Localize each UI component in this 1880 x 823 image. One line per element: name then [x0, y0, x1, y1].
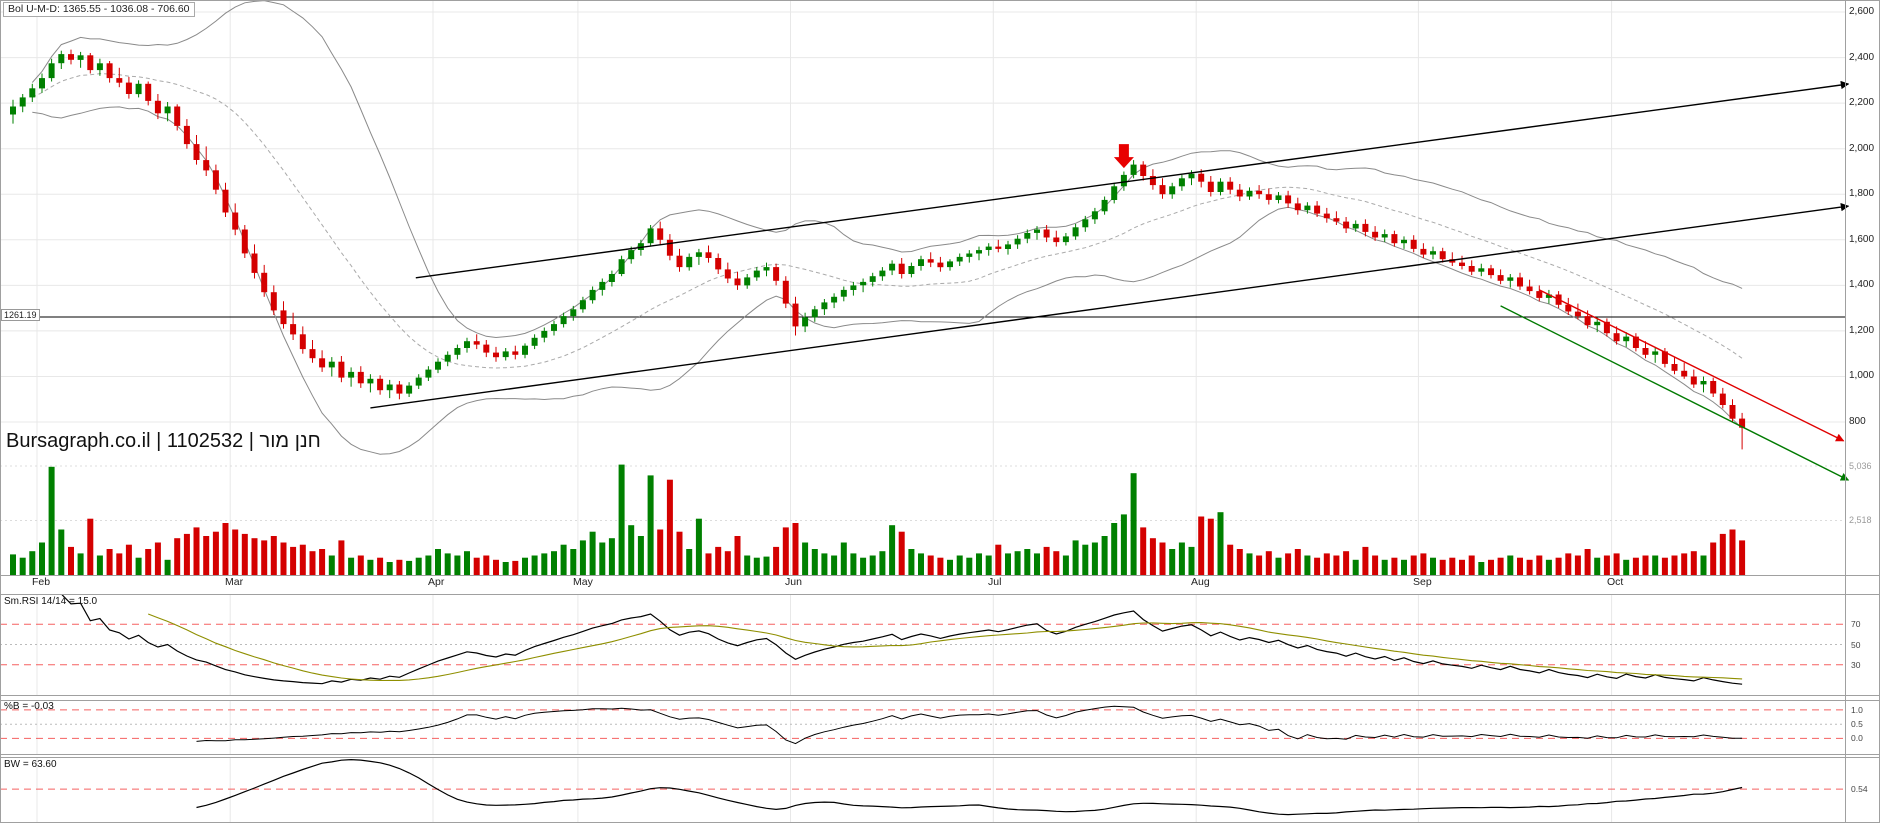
month-label: Mar	[225, 576, 244, 588]
watermark-title: Bursagraph.co.il | 1102532 | חנן מור	[6, 430, 321, 452]
month-label: Oct	[1607, 576, 1624, 588]
price-axis-label: 1,000	[1849, 370, 1875, 381]
percent-b-axis-label: 1.0	[1851, 705, 1863, 715]
volume-axis-label: 2,518	[1849, 515, 1872, 525]
rsi-axis-label: 70	[1851, 619, 1861, 629]
month-label: Jul	[988, 576, 1002, 588]
price-axis-label: 1,200	[1849, 325, 1875, 336]
bw-label: BW = 63.60	[4, 759, 57, 770]
bollinger-values-label: Bol U-M-D: 1365.55 - 1036.08 - 706.60	[3, 2, 195, 17]
month-label: May	[573, 576, 593, 588]
price-axis-label: 2,400	[1849, 52, 1875, 63]
hline-value-label: 1261.19	[1, 309, 40, 321]
price-axis-label: 2,000	[1849, 143, 1875, 154]
rsi-axis-label: 30	[1851, 660, 1861, 670]
volume-axis-label: 5,036	[1849, 461, 1872, 471]
rsi-axis-label: 50	[1851, 640, 1861, 650]
price-axis-label: 800	[1849, 416, 1866, 427]
percent-b-axis-label: 0.0	[1851, 733, 1863, 743]
month-label: Feb	[32, 576, 51, 588]
price-axis-label: 2,600	[1849, 6, 1875, 17]
month-label: Sep	[1413, 576, 1432, 588]
bw-axis-label: 0.54	[1851, 784, 1868, 794]
price-axis-label: 1,800	[1849, 188, 1875, 199]
rsi-label: Sm.RSI 14/14 = 15.0	[4, 596, 98, 607]
percent-b-label: %B = -0.03	[4, 701, 54, 712]
month-label: Apr	[428, 576, 445, 588]
month-label: Jun	[785, 576, 802, 588]
price-axis-label: 1,600	[1849, 234, 1875, 245]
price-axis-label: 1,400	[1849, 279, 1875, 290]
month-label: Aug	[1191, 576, 1210, 588]
price-axis-label: 2,200	[1849, 97, 1875, 108]
percent-b-axis-label: 0.5	[1851, 719, 1863, 729]
